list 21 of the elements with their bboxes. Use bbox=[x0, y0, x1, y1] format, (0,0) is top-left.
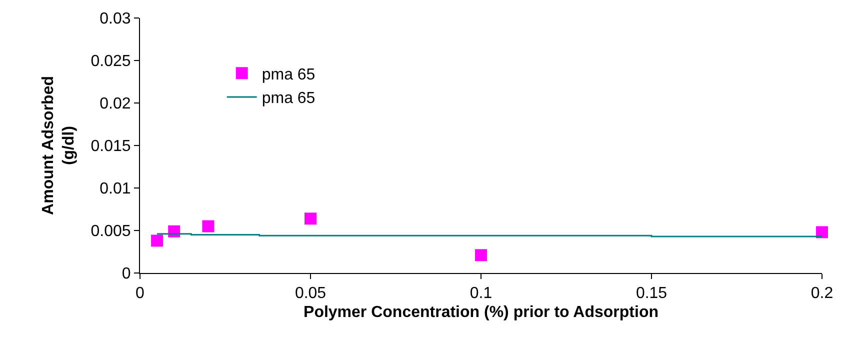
x-axis-title: Polymer Concentration (%) prior to Adsorption bbox=[304, 304, 658, 321]
y-axis-title: Amount Adsorbed (g/dl) bbox=[40, 76, 78, 215]
y-tick-label: 0 bbox=[122, 266, 131, 283]
point bbox=[475, 249, 487, 262]
legend-label: pma 65 bbox=[262, 90, 316, 108]
x-tick-label: 0 bbox=[136, 285, 145, 302]
y-tick-label: 0.02 bbox=[100, 96, 131, 113]
legend-label: pma 65 bbox=[262, 66, 316, 84]
point bbox=[304, 212, 316, 225]
x-tick-label: 0.05 bbox=[294, 285, 326, 302]
point bbox=[816, 226, 828, 238]
y-tick-label: 0.025 bbox=[90, 53, 131, 70]
x-tick-label: 0.1 bbox=[470, 285, 492, 302]
x-tick-label: 0.2 bbox=[810, 285, 834, 302]
y-tick-label: 0.03 bbox=[100, 10, 131, 28]
y-tick-label: 0.01 bbox=[100, 180, 131, 198]
y-tick-label: 0.015 bbox=[90, 138, 131, 156]
x-tick-label: 0.15 bbox=[636, 285, 668, 302]
point bbox=[151, 234, 164, 247]
y-tick-label: 0.005 bbox=[90, 223, 131, 240]
point bbox=[202, 220, 214, 232]
